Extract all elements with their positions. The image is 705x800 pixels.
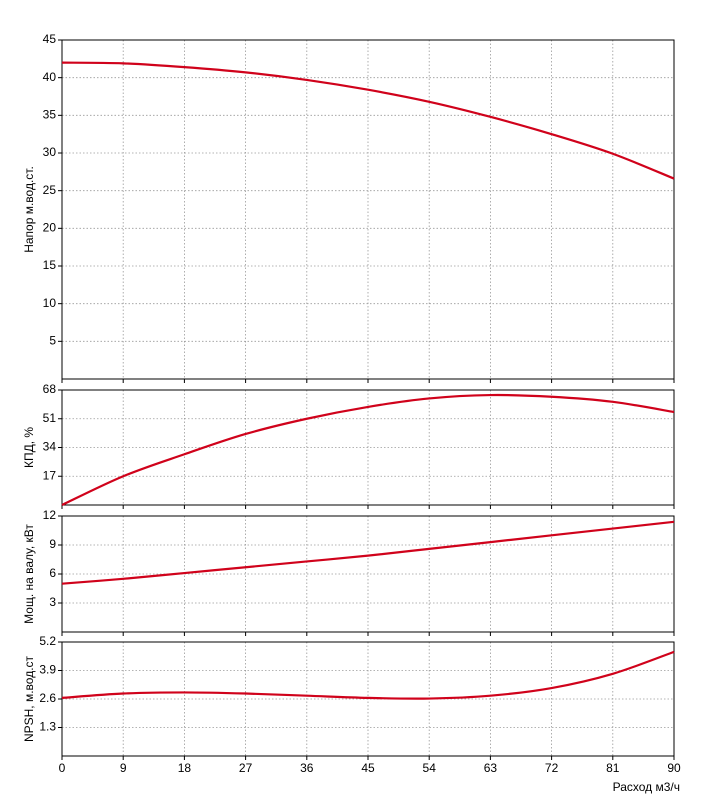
- y-tick-label: 17: [43, 468, 57, 482]
- y-tick-label: 2.6: [39, 691, 56, 705]
- y-tick-label: 40: [43, 70, 57, 84]
- x-tick-label: 90: [667, 761, 681, 775]
- y-tick-label: 5.2: [39, 634, 56, 648]
- y-tick-label: 3.9: [39, 663, 56, 677]
- y-tick-label: 20: [43, 221, 57, 235]
- x-tick-label: 9: [120, 761, 127, 775]
- x-tick-label: 72: [545, 761, 559, 775]
- plot-frame: [61, 39, 675, 380]
- line-series: [61, 393, 675, 506]
- x-tick-label: 18: [178, 761, 192, 775]
- y-tick-label: 9: [49, 537, 56, 551]
- plot-frame: [61, 641, 675, 757]
- y-tick-label: 35: [43, 108, 57, 122]
- y-axis-label: КПД, %: [22, 427, 36, 468]
- x-tick-label: 36: [300, 761, 314, 775]
- plot-frame: [61, 389, 675, 506]
- x-tick-label: 63: [484, 761, 498, 775]
- y-tick-label: 30: [43, 145, 57, 159]
- y-tick-label: 5: [49, 334, 56, 348]
- line-series: [61, 520, 675, 585]
- y-tick-label: 45: [43, 32, 57, 46]
- line-series: [61, 650, 675, 700]
- y-axis-label: NPSH, м.вод.ст: [22, 655, 36, 742]
- y-tick-label: 34: [43, 440, 57, 454]
- y-tick-label: 68: [43, 382, 57, 396]
- x-axis-label: Расход м3/ч: [613, 780, 680, 794]
- y-tick-label: 15: [43, 258, 57, 272]
- y-axis-label: Напор м.вод.ст.: [22, 166, 36, 253]
- line-series: [61, 61, 675, 180]
- x-tick-label: 27: [239, 761, 253, 775]
- y-tick-label: 25: [43, 183, 57, 197]
- x-tick-label: 81: [606, 761, 620, 775]
- y-axis-label: Мощ. на валу, кВт: [22, 524, 36, 624]
- plot-frame: [61, 515, 675, 633]
- y-tick-label: 1.3: [39, 720, 56, 734]
- x-tick-label: 45: [361, 761, 375, 775]
- y-tick-label: 12: [43, 508, 57, 522]
- x-tick-label: 54: [423, 761, 437, 775]
- y-tick-label: 51: [43, 411, 57, 425]
- y-tick-label: 3: [49, 595, 56, 609]
- x-tick-label: 0: [59, 761, 66, 775]
- y-tick-label: 10: [43, 296, 57, 310]
- y-tick-label: 6: [49, 566, 56, 580]
